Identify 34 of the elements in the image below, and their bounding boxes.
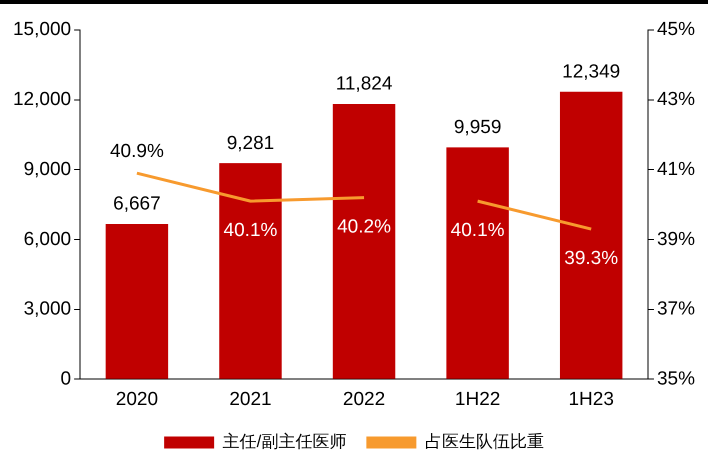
legend-label: 占医生队伍比重 [424,432,544,452]
bar [219,163,282,379]
data-label: 40.1% [224,220,278,241]
y2-tick-label: 41% [656,158,696,180]
legend-label: 主任/副主任医师 [222,432,346,452]
data-label: 9,959 [454,117,502,138]
data-label: 39.3% [564,248,618,269]
y2-tick-label: 45% [656,19,696,40]
y2-tick-label: 43% [656,89,696,110]
data-label: 9,281 [226,132,274,154]
data-label: 12,349 [562,61,620,82]
y-tick-label: 15,000 [12,19,72,40]
bar [560,92,622,379]
data-label: 40.2% [337,216,392,238]
y2-tick-label: 35% [656,368,696,390]
data-label: 40.9% [110,140,164,162]
x-tick-label: 2022 [342,388,386,410]
x-tick-label: 1H23 [568,388,614,410]
y-tick-label: 6,000 [24,228,72,250]
y-tick-label: 3,000 [24,298,72,320]
x-tick-label: 2020 [116,388,158,410]
y-tick-label: 0 [60,368,72,390]
x-tick-label: 2021 [229,388,272,410]
bar [446,147,509,379]
data-label: 40.1% [450,220,505,241]
y-tick-label: 12,000 [12,89,72,110]
x-tick-label: 1H22 [454,388,500,410]
y-tick-label: 9,000 [24,158,72,180]
data-label: 11,824 [336,74,393,95]
y2-tick-label: 39% [656,228,696,250]
bar [106,224,168,379]
data-label: 6,667 [113,194,161,215]
bar [332,104,396,379]
y2-tick-label: 37% [656,298,696,320]
